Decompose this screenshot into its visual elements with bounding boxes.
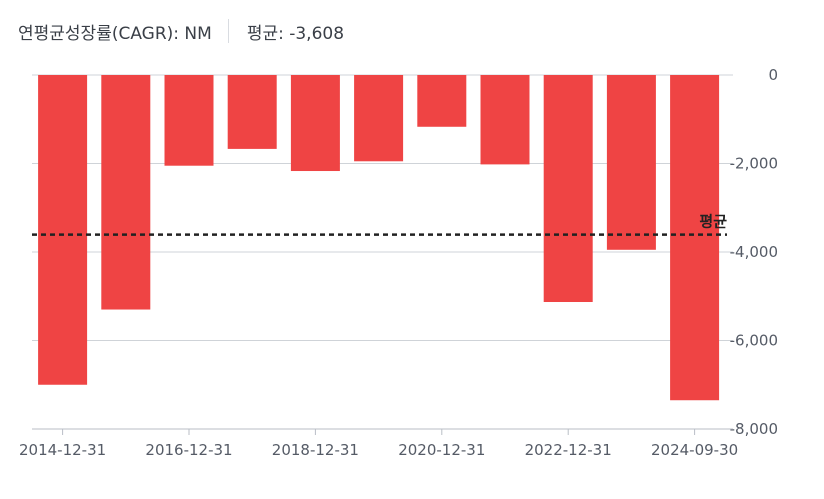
y-axis: 0 -2,000 -4,000 -6,000 -8,000	[730, 66, 778, 438]
bar	[164, 75, 214, 166]
bar	[354, 75, 404, 162]
cagr-label: 연평균성장률(CAGR): NM	[18, 23, 212, 44]
bar	[101, 75, 151, 310]
bar	[417, 75, 467, 127]
x-tick-label: 2014-12-31	[19, 441, 106, 459]
y-tick-label: -6,000	[730, 332, 778, 350]
x-tick-label: 2018-12-31	[272, 441, 359, 459]
bars	[38, 75, 720, 401]
average-line-label: 평균	[699, 213, 727, 231]
bar	[543, 75, 593, 303]
x-tick-label: 2020-12-31	[398, 441, 485, 459]
x-tick-label: 2024-09-30	[651, 441, 738, 459]
chart-header: 연평균성장률(CAGR): NM 평균: -3,608	[18, 18, 344, 44]
average-summary-label: 평균: -3,608	[246, 23, 345, 44]
average-line-group: 평균	[32, 213, 727, 236]
bar	[227, 75, 277, 149]
bar	[480, 75, 530, 165]
x-axis: 2014-12-31 2016-12-31 2018-12-31 2020-12-31…	[19, 428, 738, 459]
bar	[670, 75, 720, 401]
y-tick-label: -4,000	[730, 243, 778, 261]
bar	[606, 75, 656, 250]
y-tick-label: -2,000	[730, 155, 778, 173]
bar	[290, 75, 340, 172]
bar	[38, 75, 88, 385]
x-tick-label: 2022-12-31	[525, 441, 612, 459]
x-tick-label: 2016-12-31	[145, 441, 232, 459]
y-tick-label: -8,000	[730, 420, 778, 438]
y-tick-label: 0	[768, 66, 778, 84]
header-divider	[227, 19, 229, 43]
